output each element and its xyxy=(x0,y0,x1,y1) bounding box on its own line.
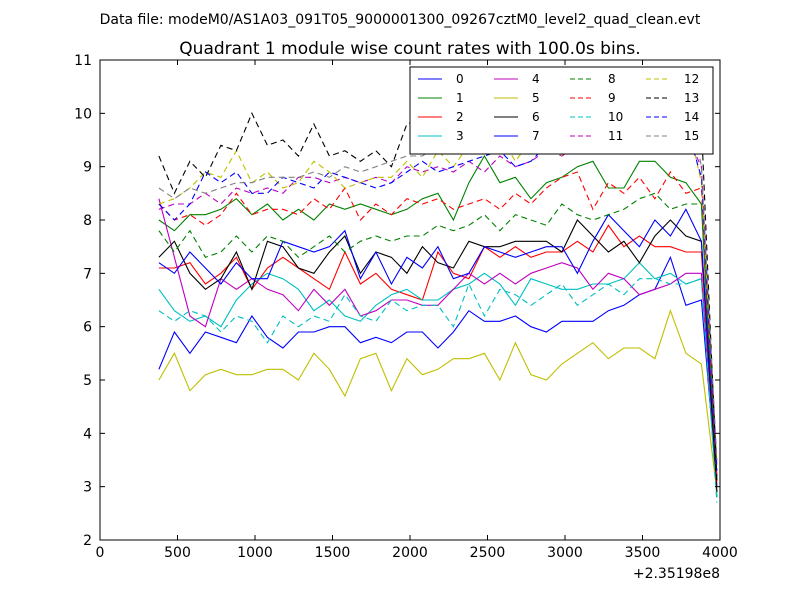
legend-label-2: 2 xyxy=(456,110,464,124)
legend-label-3: 3 xyxy=(456,129,464,143)
y-tick-label: 3 xyxy=(83,480,92,496)
x-tick-label: 2000 xyxy=(392,545,428,561)
series-line-5 xyxy=(158,309,718,493)
legend-label-13: 13 xyxy=(684,91,699,105)
legend-label-5: 5 xyxy=(532,91,540,105)
chart-suptitle: Data file: modeM0/AS1A03_091T05_90000013… xyxy=(100,12,701,28)
legend-label-0: 0 xyxy=(456,72,464,86)
y-tick-label: 2 xyxy=(83,533,92,549)
series-line-1 xyxy=(158,154,718,498)
y-tick-label: 4 xyxy=(83,426,92,442)
legend-box xyxy=(409,66,714,155)
legend-label-4: 4 xyxy=(532,72,540,86)
series-line-3 xyxy=(158,261,718,498)
legend-label-14: 14 xyxy=(684,110,699,124)
series-line-10 xyxy=(158,277,718,503)
x-tick-label: 500 xyxy=(164,545,191,561)
legend-label-7: 7 xyxy=(532,129,540,143)
y-tick-label: 10 xyxy=(74,106,92,122)
y-tick-label: 9 xyxy=(83,160,92,176)
legend-label-11: 11 xyxy=(608,129,623,143)
y-tick-label: 5 xyxy=(83,373,92,389)
series-line-7 xyxy=(158,208,718,477)
x-offset-label: +2.35198e8 xyxy=(633,566,720,582)
x-tick-label: 4000 xyxy=(702,545,738,561)
series-line-6 xyxy=(158,219,718,493)
x-tick-label: 1000 xyxy=(237,545,273,561)
y-tick-label: 8 xyxy=(83,213,92,229)
legend-label-12: 12 xyxy=(684,72,699,86)
series-line-13 xyxy=(158,96,718,482)
series-line-11 xyxy=(158,128,718,466)
series-line-0 xyxy=(158,255,718,487)
legend-label-6: 6 xyxy=(532,110,540,124)
ticks-layer: 0 500 1000 1500 2000 2500 3000 3500 4000 2 3 4 5 6 7 8 9… xyxy=(74,53,738,561)
series-line-14 xyxy=(158,122,718,471)
series-line-8 xyxy=(158,192,718,482)
legend-label-8: 8 xyxy=(608,72,616,86)
series-line-12 xyxy=(158,112,718,466)
series-line-2 xyxy=(158,224,718,487)
x-tick-label: 3000 xyxy=(547,545,583,561)
legend-label-9: 9 xyxy=(608,91,616,105)
x-tick-label: 2500 xyxy=(470,545,506,561)
x-tick-label: 3500 xyxy=(625,545,661,561)
series-line-9 xyxy=(158,170,718,482)
x-tick-label: 1500 xyxy=(315,545,351,561)
y-tick-label: 7 xyxy=(83,266,92,282)
legend-label-10: 10 xyxy=(608,110,623,124)
legend-label-1: 1 xyxy=(456,91,464,105)
chart-title: Quadrant 1 module wise count rates with … xyxy=(179,39,640,59)
legend-label-15: 15 xyxy=(684,129,699,143)
x-tick-label: 0 xyxy=(96,545,105,561)
y-tick-label: 11 xyxy=(74,53,92,69)
y-tick-label: 6 xyxy=(83,320,92,336)
